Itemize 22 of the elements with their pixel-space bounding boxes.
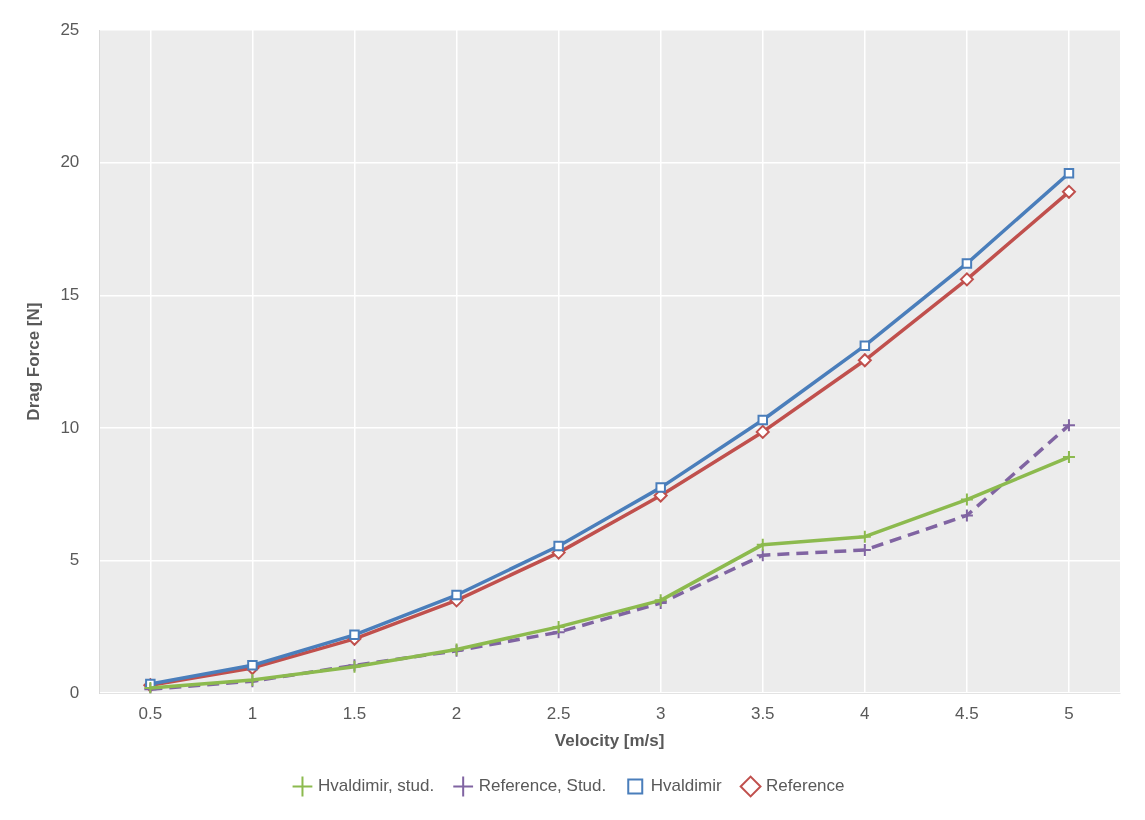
x-tick-label: 3.5 bbox=[750, 704, 775, 724]
y-tick-label: 15 bbox=[60, 284, 80, 304]
legend-label: Hvaldimir, stud. bbox=[317, 776, 435, 796]
y-axis-title: Drag Force [N] bbox=[23, 302, 43, 421]
legend-label: Reference, Stud. bbox=[478, 776, 607, 796]
y-tick-label: 20 bbox=[60, 152, 80, 172]
x-tick-label: 2.5 bbox=[546, 704, 571, 724]
y-tick-label: 25 bbox=[60, 19, 80, 39]
x-tick-label: 0.5 bbox=[138, 704, 163, 724]
x-tick-label: 2 bbox=[451, 704, 462, 724]
legend-label: Reference bbox=[766, 776, 845, 796]
x-tick-label: 4.5 bbox=[955, 704, 979, 724]
x-tick-label: 1.5 bbox=[342, 704, 367, 724]
x-tick-label: 5 bbox=[1064, 704, 1074, 724]
x-tick-label: 3 bbox=[655, 704, 666, 724]
x-tick-label: 4 bbox=[860, 704, 870, 724]
y-tick-label: 0 bbox=[69, 682, 80, 702]
y-tick-label: 10 bbox=[60, 417, 80, 437]
legend-label: Hvaldimir bbox=[650, 776, 722, 796]
y-tick-label: 5 bbox=[69, 550, 80, 570]
x-axis-title: Velocity [m/s] bbox=[554, 731, 665, 751]
x-tick-label: 1 bbox=[247, 704, 258, 724]
